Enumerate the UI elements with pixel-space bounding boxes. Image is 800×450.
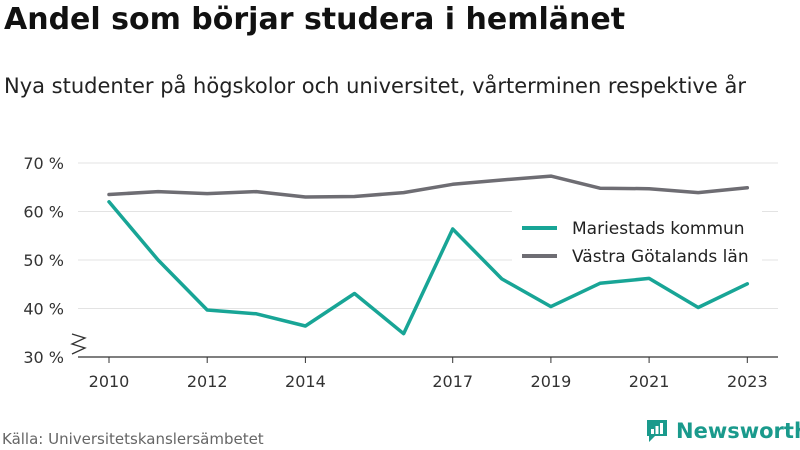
y-tick-label: 70 %	[23, 154, 64, 173]
chart-subtitle: Nya studenter på högskolor och universit…	[4, 74, 746, 98]
chart-title: Andel som börjar studera i hemlänet	[4, 2, 626, 37]
series-line	[107, 174, 750, 199]
series-line	[107, 200, 750, 336]
brand-name: Newsworthy	[676, 419, 800, 443]
x-tick-label: 2010	[89, 372, 130, 391]
x-tick-label: 2014	[285, 372, 326, 391]
y-tick-label: 60 %	[23, 203, 64, 222]
y-tick-label: 30 %	[23, 348, 64, 367]
y-tick-label: 50 %	[23, 251, 64, 270]
x-tick-label: 2021	[629, 372, 670, 391]
y-tick-label: 40 %	[23, 300, 64, 319]
source-note: Källa: Universitetskanslersämbetet	[2, 430, 264, 448]
x-tick-label: 2023	[727, 372, 768, 391]
legend-box	[512, 210, 762, 272]
legend-label: Mariestads kommun	[572, 219, 745, 239]
axis-break-icon	[70, 333, 87, 355]
line-chart: 30 % 40 % 50 % 60 % 70 % 2010 2012 2014 2017 2019…	[23, 154, 778, 391]
x-tick-label: 2017	[432, 372, 473, 391]
newsworthy-logo-icon	[647, 420, 667, 442]
x-tick-label: 2012	[187, 372, 228, 391]
x-tick-label: 2019	[531, 372, 572, 391]
brand-logo: Newsworthy	[644, 418, 800, 444]
legend-label: Västra Götalands län	[572, 247, 749, 267]
